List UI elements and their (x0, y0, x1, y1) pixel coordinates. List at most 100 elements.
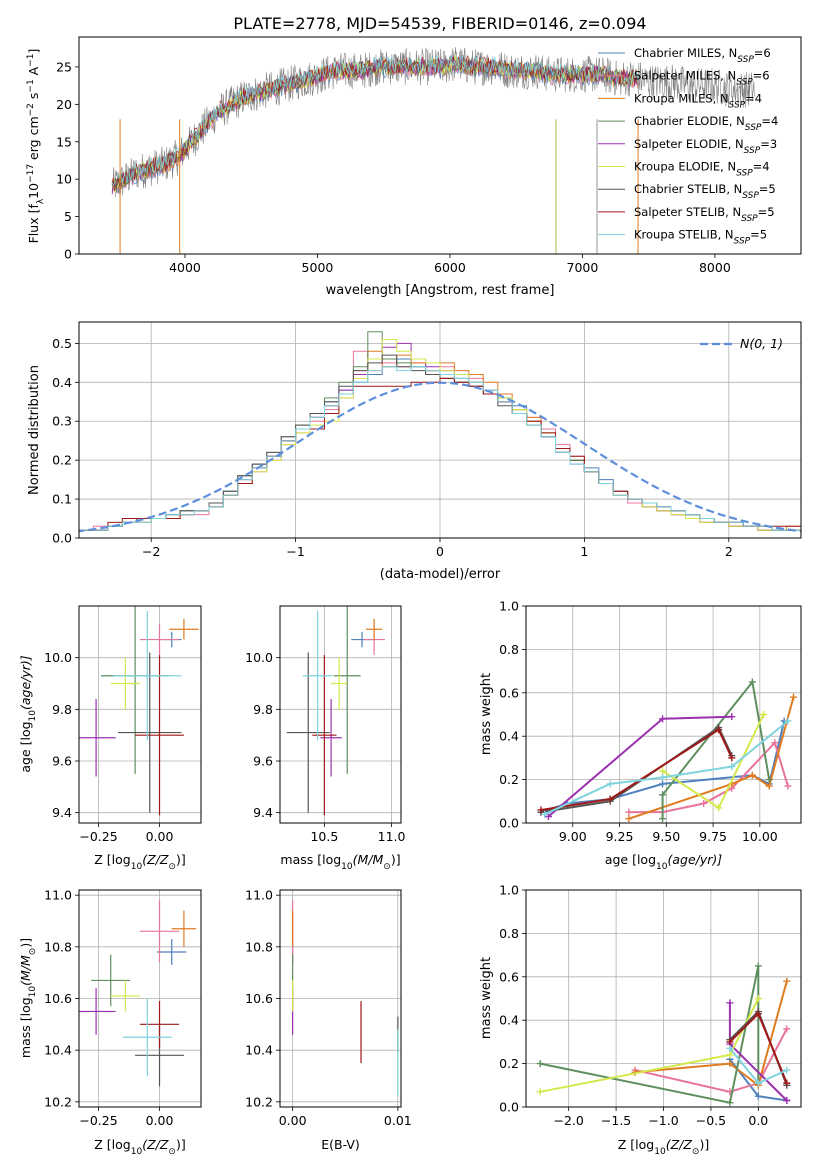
massweight-vs-age-marker (771, 739, 779, 747)
x-tick-label: 9.25 (606, 829, 634, 844)
x-tick-label: 0.00 (279, 1113, 307, 1128)
massweight-vs-age-marker (537, 806, 545, 814)
massweight-vs-age-marker (659, 715, 667, 723)
massweight-vs-Z-ylabel: mass weight (479, 957, 494, 1039)
y-tick-label: 0.4 (52, 375, 72, 390)
legend-entry-label: Kroupa MILES, NSSP=4 (634, 91, 762, 110)
massweight-vs-age-marker (625, 808, 633, 816)
x-tick-label: 9.50 (652, 829, 680, 844)
spectrum-model-line (111, 54, 639, 187)
massweight-vs-Z-marker (726, 1099, 734, 1107)
legend-entry-label: Chabrier ELODIE, NSSP=4 (634, 114, 778, 133)
massweight-vs-age-marker (728, 754, 736, 762)
massweight-vs-age-series-line (661, 679, 771, 819)
massweight-vs-Z-marker (726, 1044, 734, 1052)
y-tick-label: 1.0 (499, 883, 519, 898)
massweight-vs-age-marker (659, 780, 667, 788)
legend-entry-label: Kroupa ELODIE, NSSP=4 (634, 160, 770, 179)
massweight-vs-age-marker (659, 815, 667, 823)
massweight-vs-Z-series-line (539, 965, 760, 1104)
massweight-vs-Z-marker (783, 1025, 791, 1033)
massweight-vs-Z-marker (754, 995, 762, 1002)
massweight-vs-age-marker (748, 678, 756, 686)
x-tick-label: 5000 (302, 260, 334, 275)
y-tick-label: 0.3 (52, 414, 72, 429)
y-tick-label: 0.6 (499, 685, 519, 700)
x-tick-label: 0.0 (748, 1113, 768, 1128)
x-tick-label: −0.5 (696, 1113, 726, 1128)
x-tick-label: 0.00 (146, 1113, 174, 1128)
massweight-vs-Z-frame (525, 889, 802, 1108)
axes-residuals (75, 322, 801, 542)
massweight-vs-age-marker (659, 773, 667, 781)
legend-entry-label: Salpeter MILES, NSSP=6 (634, 69, 770, 88)
massweight-vs-age-marker (541, 810, 549, 818)
gaussian-curve (79, 381, 801, 533)
legend-entry-label: Chabrier MILES, NSSP=6 (634, 46, 771, 65)
age-vs-mass-frame (279, 605, 402, 824)
mass-vs-Z-frame (78, 889, 202, 1108)
massweight-vs-age-marker (544, 812, 552, 820)
y-tick-label: 0.0 (52, 531, 72, 546)
axes-mass-vs-EBV (276, 890, 401, 1111)
spectrum-ylabel: Flux [fλ10−17 erg cm−2 s−1 A−1] (26, 49, 46, 244)
massweight-vs-Z-marker (754, 1092, 762, 1100)
x-tick-label: 9.00 (559, 829, 587, 844)
massweight-vs-age-marker (728, 763, 736, 771)
x-tick-label: 9.75 (699, 829, 727, 844)
y-tick-label: 1.0 (499, 599, 519, 614)
massweight-vs-Z-marker (754, 1079, 762, 1087)
massweight-vs-Z-marker (536, 1060, 544, 1068)
y-tick-label: 10.2 (44, 1094, 72, 1109)
age-vs-Z-xlabel: Z [log10(Z/Z⊙)] (94, 852, 185, 872)
y-tick-label: 0.2 (499, 772, 519, 787)
massweight-vs-age-marker (790, 693, 798, 701)
massweight-vs-age-marker (748, 771, 756, 779)
histogram-axes-frame (78, 321, 802, 539)
massweight-vs-age-marker (606, 795, 614, 803)
y-tick-label: 0 (64, 247, 72, 262)
x-tick-label: 0.00 (146, 829, 174, 844)
mass-vs-EBV-frame (279, 889, 402, 1108)
x-tick-label: 6000 (434, 260, 466, 275)
massweight-vs-age-marker (765, 776, 773, 784)
massweight-vs-age-marker (728, 713, 736, 721)
y-tick-label: 25 (56, 59, 72, 74)
y-tick-label: 5 (64, 209, 72, 224)
x-tick-label: 4000 (169, 260, 201, 275)
massweight-vs-age-series-line (540, 728, 733, 811)
y-tick-label: 10.6 (44, 991, 72, 1006)
x-tick-label: −1.5 (601, 1113, 631, 1128)
massweight-vs-age-series-line (628, 740, 789, 814)
y-tick-label: 0.0 (499, 1100, 519, 1115)
gaussian-legend-label: N(0, 1) (740, 336, 783, 351)
x-tick-label: −2 (142, 544, 160, 559)
x-tick-label: 10.00 (742, 829, 778, 844)
spectrum-legend (598, 52, 625, 236)
x-tick-label: −0.25 (79, 829, 117, 844)
age-vs-Z-frame (78, 605, 202, 824)
massweight-vs-age-marker (659, 791, 667, 799)
x-tick-label: 10.5 (310, 829, 338, 844)
axes-age-vs-Z (75, 606, 201, 827)
x-tick-label: 8000 (699, 260, 731, 275)
chart-layer: 4000 5000 6000 7000 80000510152025wavelength… (18, 36, 802, 1157)
massweight-vs-Z-marker (726, 1051, 734, 1059)
y-tick-label: 0.8 (499, 642, 519, 657)
axes-spectrum (75, 66, 716, 258)
y-tick-label: 9.8 (52, 702, 72, 717)
x-tick-label: −1 (286, 544, 304, 559)
massweight-vs-age-marker (784, 782, 792, 790)
massweight-vs-Z-marker (783, 1079, 791, 1087)
axes-mass-vs-Z (75, 890, 201, 1111)
massweight-vs-Z-marker (783, 1066, 791, 1074)
histogram-xlabel: (data-model)/error (380, 567, 501, 582)
y-tick-label: 0.4 (499, 1013, 519, 1028)
histogram-ylabel: Normed distribution (27, 365, 42, 495)
y-tick-label: 9.4 (52, 805, 72, 820)
massweight-vs-age-marker (625, 815, 633, 823)
massweight-vs-age-xlabel: age [log10(age/yr)] (605, 852, 722, 872)
y-tick-label: 10.8 (245, 939, 273, 954)
y-tick-label: 10.4 (245, 1043, 273, 1058)
y-tick-label: 10.8 (44, 939, 72, 954)
